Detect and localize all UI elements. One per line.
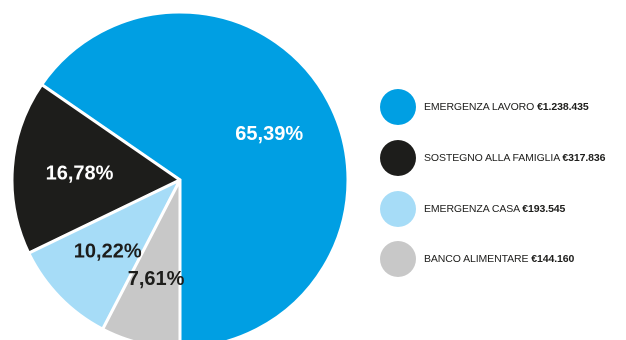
legend-text: BANCO ALIMENTARE €144.160: [424, 253, 574, 265]
pie-slice-label: 10,22%: [74, 240, 142, 262]
legend-amount: €193.545: [522, 203, 565, 215]
pie-slice-label: 7,61%: [128, 268, 185, 290]
legend-label: EMERGENZA LAVORO: [424, 101, 534, 113]
legend-amount: €317.836: [562, 152, 605, 164]
legend-item: SOSTEGNO ALLA FAMIGLIA €317.836: [380, 140, 626, 176]
legend-swatch: [380, 191, 416, 227]
legend-text: SOSTEGNO ALLA FAMIGLIA €317.836: [424, 152, 605, 164]
legend-swatch: [380, 89, 416, 125]
legend-item: EMERGENZA LAVORO €1.238.435: [380, 89, 626, 125]
pie-slice-label: 65,39%: [235, 123, 303, 145]
legend-text: EMERGENZA LAVORO €1.238.435: [424, 101, 589, 113]
legend-label: EMERGENZA CASA: [424, 203, 519, 215]
legend-label: BANCO ALIMENTARE: [424, 253, 528, 265]
legend-item: EMERGENZA CASA €193.545: [380, 191, 626, 227]
legend-item: BANCO ALIMENTARE €144.160: [380, 241, 626, 277]
legend-amount: €1.238.435: [537, 101, 589, 113]
legend-swatch: [380, 241, 416, 277]
legend-amount: €144.160: [531, 253, 574, 265]
legend-swatch: [380, 140, 416, 176]
legend-label: SOSTEGNO ALLA FAMIGLIA: [424, 152, 560, 164]
pie-slice-label: 16,78%: [46, 162, 114, 184]
legend-text: EMERGENZA CASA €193.545: [424, 203, 565, 215]
